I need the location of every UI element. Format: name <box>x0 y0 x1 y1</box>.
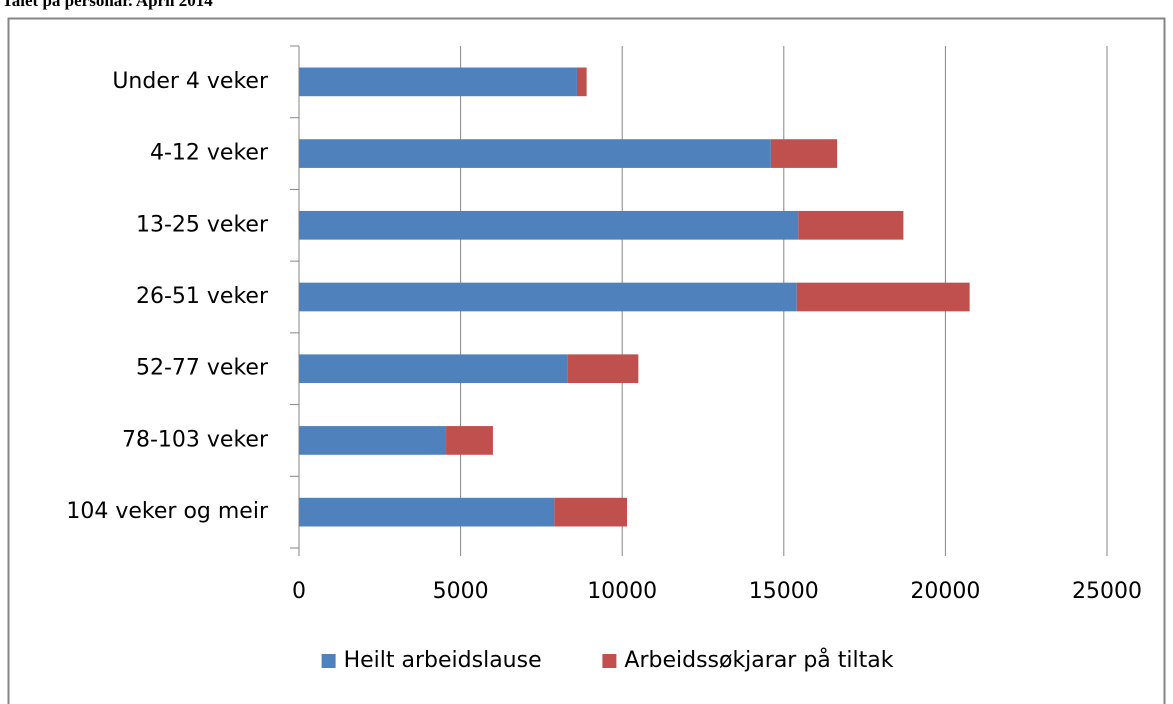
bar <box>299 282 797 312</box>
y-tick-label: Under 4 veker <box>112 69 269 94</box>
x-tick-label: 15000 <box>749 579 819 604</box>
x-tick-label: 25000 <box>1072 579 1142 604</box>
bar <box>554 497 628 527</box>
bar <box>299 210 799 240</box>
y-tick-label: 52-77 veker <box>136 356 269 381</box>
legend-label: Heilt arbeidslause <box>344 648 542 673</box>
bar <box>299 67 577 97</box>
x-tick-label: 5000 <box>433 579 489 604</box>
bar <box>299 426 447 455</box>
bar <box>299 497 555 527</box>
bar <box>446 426 493 455</box>
x-tick-label: 20000 <box>910 579 980 604</box>
x-tick-label: 0 <box>292 579 306 604</box>
y-tick-label: 4-12 veker <box>150 141 269 166</box>
x-tick-label: 10000 <box>587 579 657 604</box>
y-tick-label: 26-51 veker <box>136 284 269 309</box>
chart-title: Talet på personar. April 2014 <box>2 0 213 10</box>
y-tick-label: 104 veker og meir <box>66 499 269 524</box>
legend-swatch <box>321 654 336 668</box>
bar <box>567 354 639 384</box>
y-tick-label: 78-103 veker <box>122 427 269 452</box>
bar <box>576 67 587 97</box>
bar <box>299 139 771 168</box>
legend-label: Arbeidssøkjarar på tiltak <box>624 647 893 673</box>
bar <box>796 282 970 312</box>
bar <box>798 210 904 240</box>
bar <box>299 354 568 384</box>
y-tick-label: 13-25 veker <box>136 212 269 237</box>
bar <box>770 139 838 168</box>
legend-swatch <box>602 654 617 668</box>
